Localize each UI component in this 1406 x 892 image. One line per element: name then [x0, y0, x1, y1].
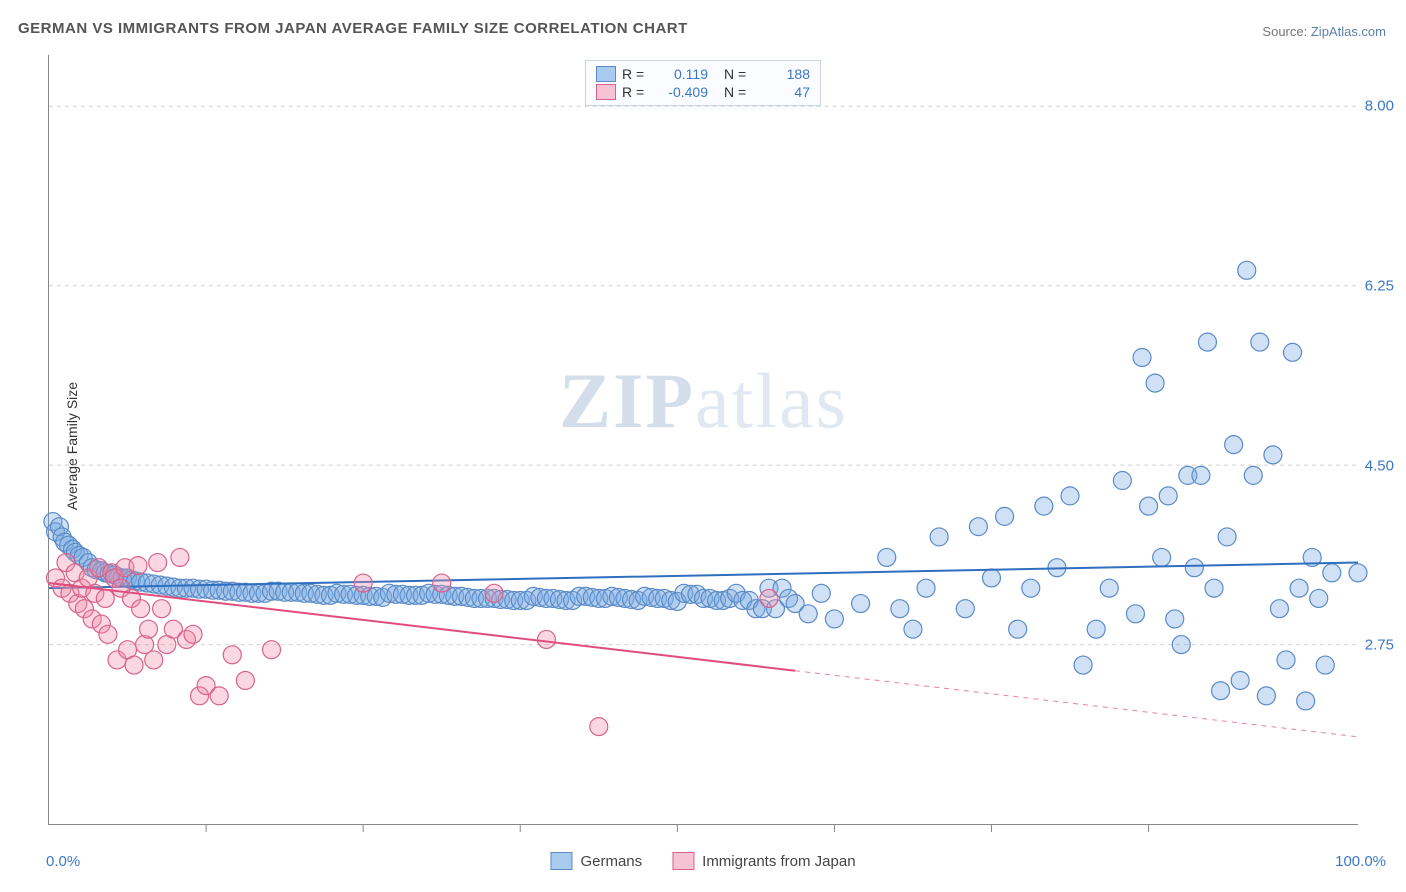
legend-row: R = 0.119 N = 188 — [596, 65, 810, 83]
chart-title: GERMAN VS IMMIGRANTS FROM JAPAN AVERAGE … — [18, 20, 688, 37]
series-swatch — [550, 852, 572, 870]
source-label: Source: — [1262, 24, 1307, 39]
series-name: Immigrants from Japan — [702, 853, 855, 870]
x-tick-start: 0.0% — [46, 853, 80, 870]
legend-r-label: R = — [622, 66, 652, 82]
legend-swatch — [596, 84, 616, 100]
legend-r-label: R = — [622, 84, 652, 100]
x-tick-end: 100.0% — [1335, 853, 1386, 870]
y-tick-label: 8.00 — [1365, 98, 1394, 115]
y-tick-label: 2.75 — [1365, 637, 1394, 654]
legend-row: R = -0.409 N = 47 — [596, 83, 810, 101]
series-name: Germans — [580, 853, 642, 870]
correlation-legend: R = 0.119 N = 188 R = -0.409 N = 47 — [585, 60, 821, 106]
series-legend-item: Immigrants from Japan — [672, 852, 855, 870]
y-tick-label: 4.50 — [1365, 457, 1394, 474]
plot-svg — [49, 55, 1358, 824]
legend-n-value: 188 — [760, 66, 810, 82]
series-swatch — [672, 852, 694, 870]
chart-container: GERMAN VS IMMIGRANTS FROM JAPAN AVERAGE … — [0, 0, 1406, 892]
source-attribution: Source: ZipAtlas.com — [1262, 24, 1386, 39]
series-legend-item: Germans — [550, 852, 642, 870]
legend-swatch — [596, 66, 616, 82]
legend-r-value: -0.409 — [658, 84, 708, 100]
series-legend: Germans Immigrants from Japan — [550, 852, 855, 870]
legend-n-label: N = — [724, 84, 754, 100]
legend-r-value: 0.119 — [658, 66, 708, 82]
legend-n-label: N = — [724, 66, 754, 82]
plot-area: ZIPatlas — [48, 55, 1358, 825]
legend-n-value: 47 — [760, 84, 810, 100]
y-tick-label: 6.25 — [1365, 278, 1394, 295]
source-link[interactable]: ZipAtlas.com — [1311, 24, 1386, 39]
